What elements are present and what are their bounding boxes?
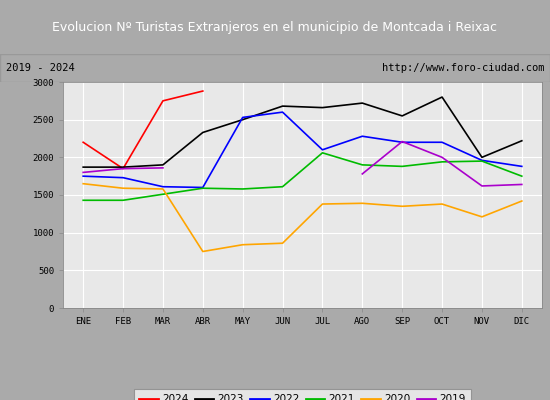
Text: http://www.foro-ciudad.com: http://www.foro-ciudad.com	[382, 63, 544, 73]
Text: 2019 - 2024: 2019 - 2024	[6, 63, 74, 73]
Legend: 2024, 2023, 2022, 2021, 2020, 2019: 2024, 2023, 2022, 2021, 2020, 2019	[134, 389, 471, 400]
Text: Evolucion Nº Turistas Extranjeros en el municipio de Montcada i Reixac: Evolucion Nº Turistas Extranjeros en el …	[52, 20, 498, 34]
